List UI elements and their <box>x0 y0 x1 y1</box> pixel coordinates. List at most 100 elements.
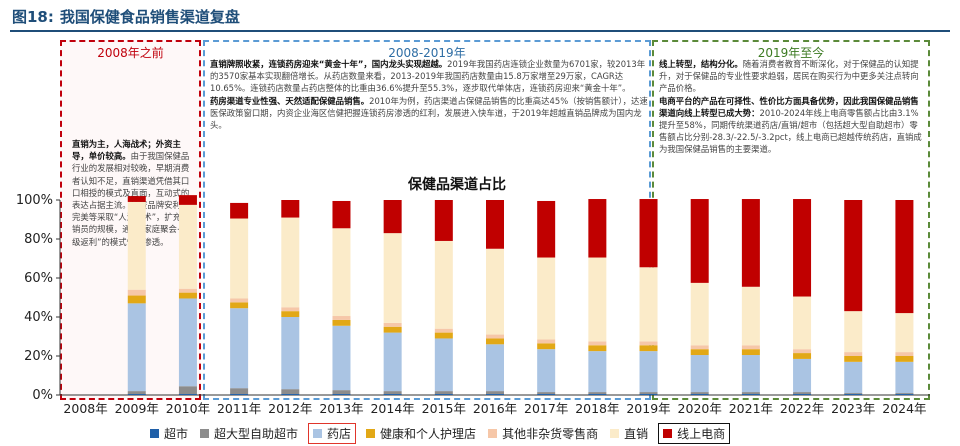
x-tick-label: 2018年 <box>575 401 619 416</box>
bar-segment <box>178 292 197 299</box>
bar-segment <box>486 394 504 395</box>
bar-segment <box>178 195 197 205</box>
bar-segment <box>127 201 146 290</box>
bar-segment <box>281 311 300 317</box>
x-tick-label: 2012年 <box>268 401 312 416</box>
bar-segment <box>844 394 863 395</box>
bar-segment <box>639 267 658 342</box>
bar-segment <box>127 303 146 392</box>
bar-segment <box>741 392 760 395</box>
x-tick-label: 2008年 <box>63 401 107 416</box>
x-tick-label: 2009年 <box>115 401 159 416</box>
x-tick-label: 2016年 <box>473 401 517 416</box>
bar-segment <box>230 308 249 389</box>
legend-item: 直销 <box>610 425 648 442</box>
chart-title: 保健品渠道占比 <box>408 177 506 193</box>
bar-segment <box>639 341 658 346</box>
bar-segment <box>639 394 658 395</box>
bar-segment <box>793 358 812 393</box>
bar-segment <box>127 289 146 296</box>
bar-segment <box>741 394 760 395</box>
x-tick-label: 2015年 <box>422 401 466 416</box>
legend-item: 超市 <box>150 425 188 442</box>
bar-segment <box>895 352 914 356</box>
period-headline: 直销牌照收紧，连锁药房迎来“黄金十年”，国内龙头实现超越。 <box>210 59 448 69</box>
bar-segment <box>690 392 709 395</box>
bar-segment <box>588 345 607 352</box>
legend-label: 线上电商 <box>677 426 726 441</box>
x-tick-label: 2010年 <box>166 401 210 416</box>
bar-segment <box>486 248 504 335</box>
bar-segment <box>332 200 351 229</box>
bar-segment <box>639 392 658 395</box>
period-headline: 直销为主，人海战术；外资主导，单价较高。 <box>72 139 181 162</box>
bar-segment <box>844 200 863 312</box>
legend-label: 超大型自助超市 <box>214 426 299 441</box>
bar-segment <box>486 200 504 249</box>
bar-segment <box>639 351 658 393</box>
legend-swatch <box>663 428 673 438</box>
x-tick-label: 2014年 <box>370 401 414 416</box>
bar-segment <box>639 345 658 352</box>
bar-segment <box>741 199 760 287</box>
bar-segment <box>690 199 709 283</box>
period-description: 线上转型，结构分化。随着消费者教育不断深化，对于保健品的认知提升，对于保健品的专… <box>659 58 925 156</box>
bar-segment <box>230 218 249 299</box>
bar-segment <box>537 394 556 395</box>
legend-swatch <box>200 428 210 438</box>
y-tick-label: 80% <box>24 232 53 247</box>
bar-segment <box>588 392 607 395</box>
bar-segment <box>486 344 504 392</box>
bar-segment <box>895 200 914 314</box>
x-tick-label: 2019年 <box>626 401 670 416</box>
legend-label: 其他非杂货零售商 <box>502 426 599 441</box>
bar-segment <box>332 319 351 326</box>
bar-segment <box>127 391 146 395</box>
bar-segment <box>281 307 300 312</box>
bar-segment <box>793 394 812 395</box>
bar-segment <box>486 338 504 345</box>
bar-segment <box>281 389 300 395</box>
bar-segment <box>793 353 812 359</box>
bar-segment <box>844 311 863 353</box>
bar-segment <box>588 341 607 346</box>
bar-segment <box>127 394 146 395</box>
bar-segment <box>434 391 453 395</box>
bar-segment <box>230 302 249 309</box>
chart-legend: 超市 超大型自助超市 药店 健康和个人护理店 其他非杂货零售商 直销 线上电商 <box>150 422 740 444</box>
bar-segment <box>895 361 914 394</box>
bar-segment <box>332 394 351 395</box>
bar-segment <box>793 392 812 395</box>
bar-segment <box>844 361 863 394</box>
legend-item: 其他非杂货零售商 <box>488 425 598 442</box>
bar-segment <box>588 199 607 258</box>
bar-segment <box>537 343 556 350</box>
bar-segment <box>434 394 453 395</box>
bar-segment <box>537 339 556 344</box>
bar-segment <box>383 322 402 327</box>
bar-segment <box>741 349 760 356</box>
bar-segment <box>230 388 249 395</box>
bar-segment <box>690 394 709 395</box>
bar-segment <box>178 288 197 293</box>
y-tick-label: 0% <box>32 388 53 403</box>
bar-segment <box>281 217 300 308</box>
legend-item: 超大型自助超市 <box>200 425 298 442</box>
bar-segment <box>639 199 658 268</box>
legend-item: 线上电商 <box>658 422 731 444</box>
bar-segment <box>486 391 504 395</box>
bar-segment <box>383 200 402 234</box>
legend-item: 药店 <box>308 422 357 444</box>
bar-segment <box>383 233 402 323</box>
legend-label: 健康和个人护理店 <box>380 426 477 441</box>
period-body-2: 2010-2024年线上电商零售额占比由3.1%提升至58%，同期传统渠道药店/… <box>659 107 922 155</box>
bar-segment <box>690 282 709 346</box>
legend-swatch <box>150 428 159 438</box>
x-tick-label: 2017年 <box>524 401 568 416</box>
bar-segment <box>383 326 402 333</box>
legend-item: 健康和个人护理店 <box>366 425 476 442</box>
x-tick-label: 2021年 <box>729 401 773 416</box>
bar-segment <box>383 394 402 395</box>
bar-segment <box>434 338 453 392</box>
y-tick-label: 20% <box>24 349 53 364</box>
